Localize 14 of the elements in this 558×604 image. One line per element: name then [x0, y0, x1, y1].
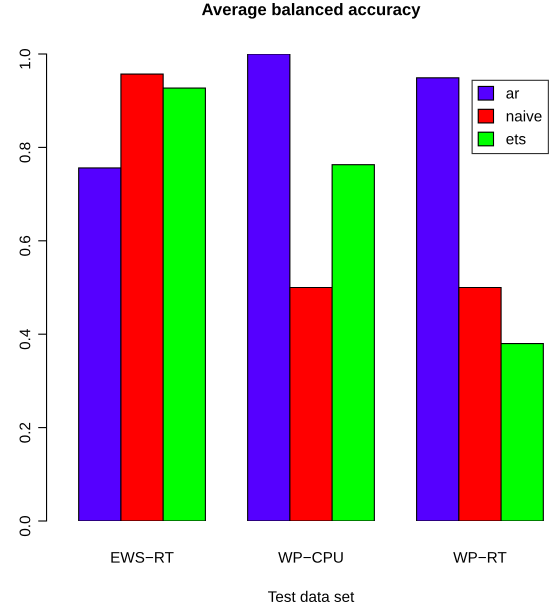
- y-tick-label: 0.0: [20, 516, 30, 536]
- x-tick-label: EWS−RT: [111, 552, 174, 563]
- y-tick-label: 0.4: [20, 329, 30, 350]
- x-tick-label: WP−CPU: [278, 552, 343, 563]
- legend-label: naive: [506, 110, 542, 122]
- y-tick-label: 0.6: [20, 236, 30, 256]
- y-tick-label: 1.0: [20, 49, 30, 69]
- x-axis-title: Test data set: [268, 590, 354, 602]
- y-tick-label: 0.2: [20, 422, 30, 443]
- x-tick-label: WP−RT: [453, 552, 506, 563]
- legend-label: ets: [506, 134, 526, 144]
- y-tick-label: 0.8: [20, 142, 30, 163]
- legend-label: ar: [506, 90, 520, 99]
- chart-title: Average balanced accuracy: [202, 3, 420, 19]
